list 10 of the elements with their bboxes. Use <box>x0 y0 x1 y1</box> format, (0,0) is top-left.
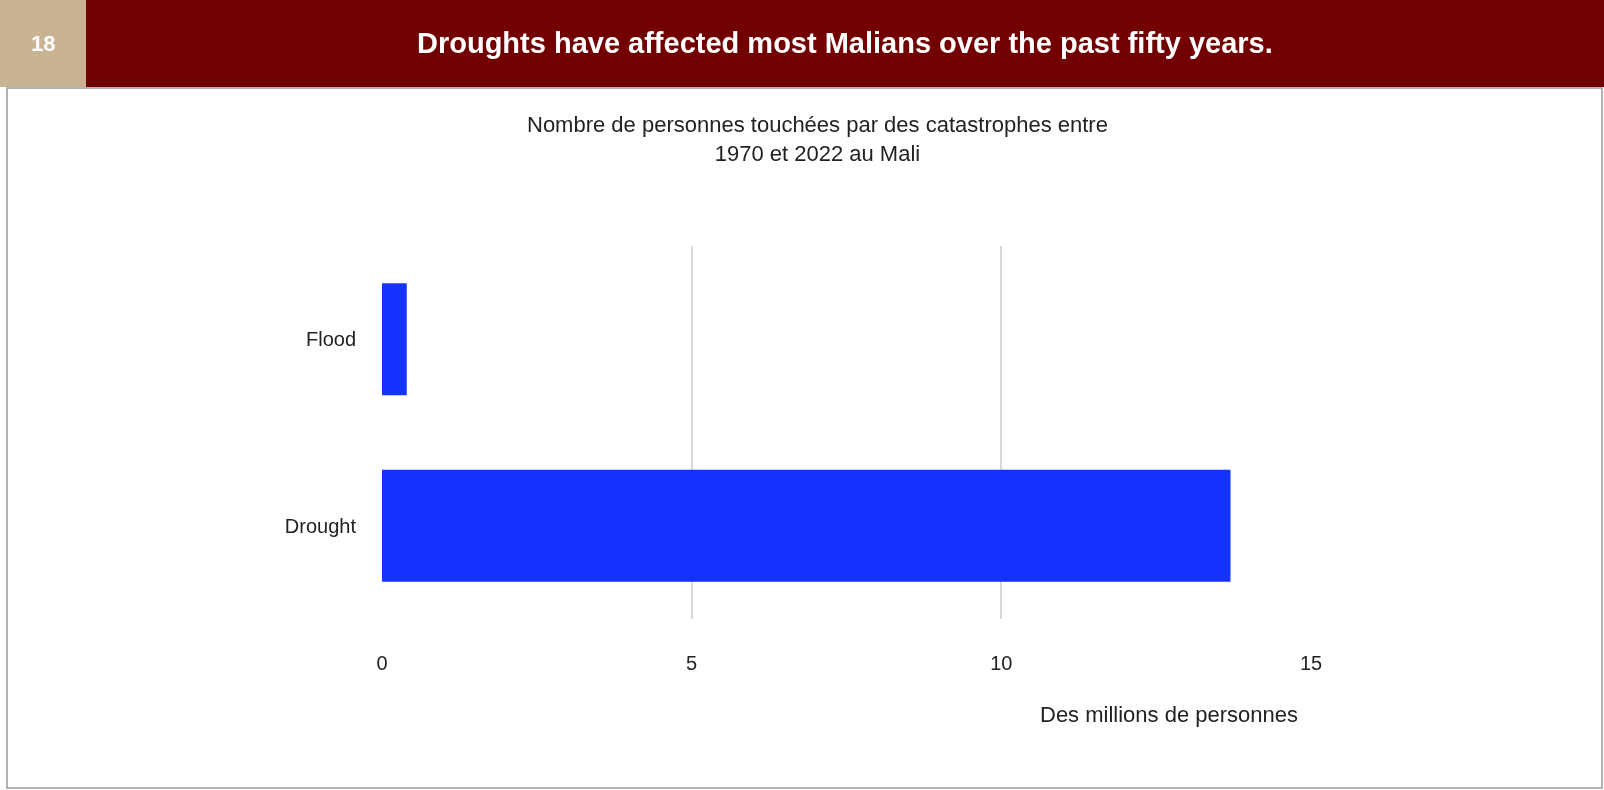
y-tick-label: Flood <box>305 328 356 351</box>
x-tick-label: 10 <box>990 652 1013 674</box>
text: 18 <box>31 31 56 56</box>
chart-title: Droughts have affected most Malians over the past fifty years. <box>417 27 1273 59</box>
x-axis-title: Des millions de personnes <box>1040 702 1299 727</box>
x-tick-label: 15 <box>1299 652 1323 674</box>
x-tick-label: 0 <box>376 652 388 674</box>
y-tick-label: Drought <box>284 514 357 537</box>
x-tick-label: 5 <box>686 652 698 674</box>
chart-subtitle: Nombre de personnes touchées par des catastrophes entre 1970 et 2022 au Mali <box>527 112 1108 166</box>
